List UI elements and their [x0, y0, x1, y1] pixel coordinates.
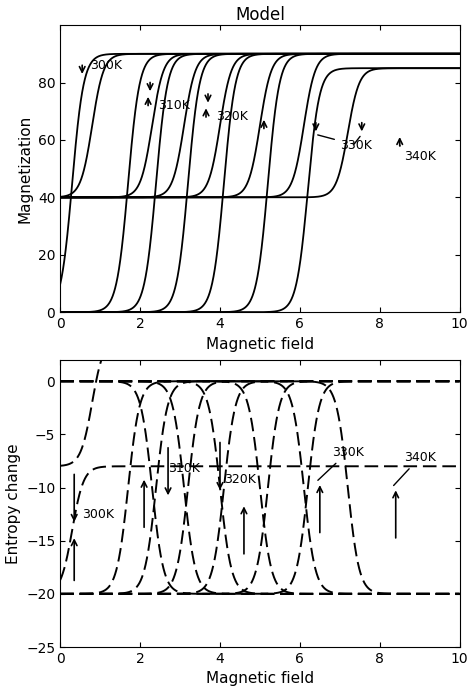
X-axis label: Magnetic field: Magnetic field — [206, 671, 314, 686]
Y-axis label: Entropy change: Entropy change — [6, 443, 20, 564]
Y-axis label: Magnetization: Magnetization — [17, 115, 32, 223]
Text: 330K: 330K — [318, 446, 364, 480]
X-axis label: Magnetic field: Magnetic field — [206, 336, 314, 352]
Text: 330K: 330K — [318, 135, 372, 152]
Title: Model: Model — [235, 6, 285, 24]
Text: 340K: 340K — [400, 146, 436, 163]
Text: 300K: 300K — [90, 59, 122, 72]
Text: 320K: 320K — [224, 473, 256, 486]
Text: 310K: 310K — [158, 99, 190, 112]
Text: 310K: 310K — [168, 462, 200, 475]
Text: 300K: 300K — [82, 508, 114, 520]
Text: 340K: 340K — [393, 451, 436, 486]
Text: 320K: 320K — [216, 111, 248, 123]
